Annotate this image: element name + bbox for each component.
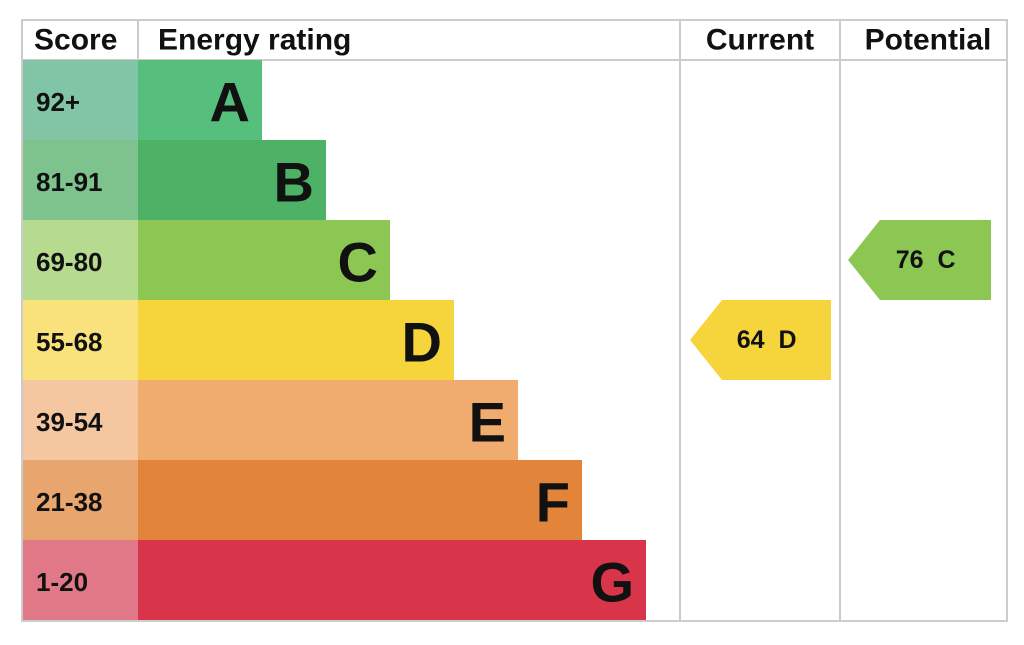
score-cell: [23, 380, 138, 460]
score-cell: [23, 300, 138, 380]
score-range: 81-91: [36, 167, 103, 197]
score-cell: [23, 60, 138, 140]
band-letter: D: [402, 311, 442, 374]
score-range: 55-68: [36, 327, 103, 357]
rating-bar: [138, 540, 646, 620]
rating-bar: [138, 300, 454, 380]
rating-bar: [138, 460, 582, 540]
header-potential: Potential: [865, 24, 992, 57]
rating-bar: [138, 60, 262, 140]
band-letter: G: [590, 551, 634, 614]
band-letter: F: [536, 471, 570, 534]
score-range: 1-20: [36, 567, 88, 597]
score-cell: [23, 140, 138, 220]
score-range: 39-54: [36, 407, 103, 437]
band-letter: A: [210, 71, 250, 134]
score-cell: [23, 220, 138, 300]
current-score: 64: [737, 326, 765, 354]
rating-bar: [138, 220, 390, 300]
score-cell: [23, 540, 138, 620]
band-letter: B: [274, 151, 314, 214]
current-arrow: [690, 300, 831, 380]
score-range: 21-38: [36, 487, 103, 517]
header-rating: Energy rating: [158, 24, 351, 57]
potential-score: 76: [896, 246, 924, 274]
current-band: D: [779, 326, 797, 354]
band-letter: E: [469, 391, 506, 454]
rating-bar: [138, 140, 326, 220]
potential-band: C: [938, 246, 956, 274]
score-cell: [23, 460, 138, 540]
band-letter: C: [338, 231, 378, 294]
header-current: Current: [706, 24, 814, 57]
header-score: Score: [34, 24, 117, 57]
rating-bar: [138, 380, 518, 460]
potential-arrow: [848, 220, 991, 300]
score-range: 69-80: [36, 247, 103, 277]
score-range: 92+: [36, 87, 80, 117]
